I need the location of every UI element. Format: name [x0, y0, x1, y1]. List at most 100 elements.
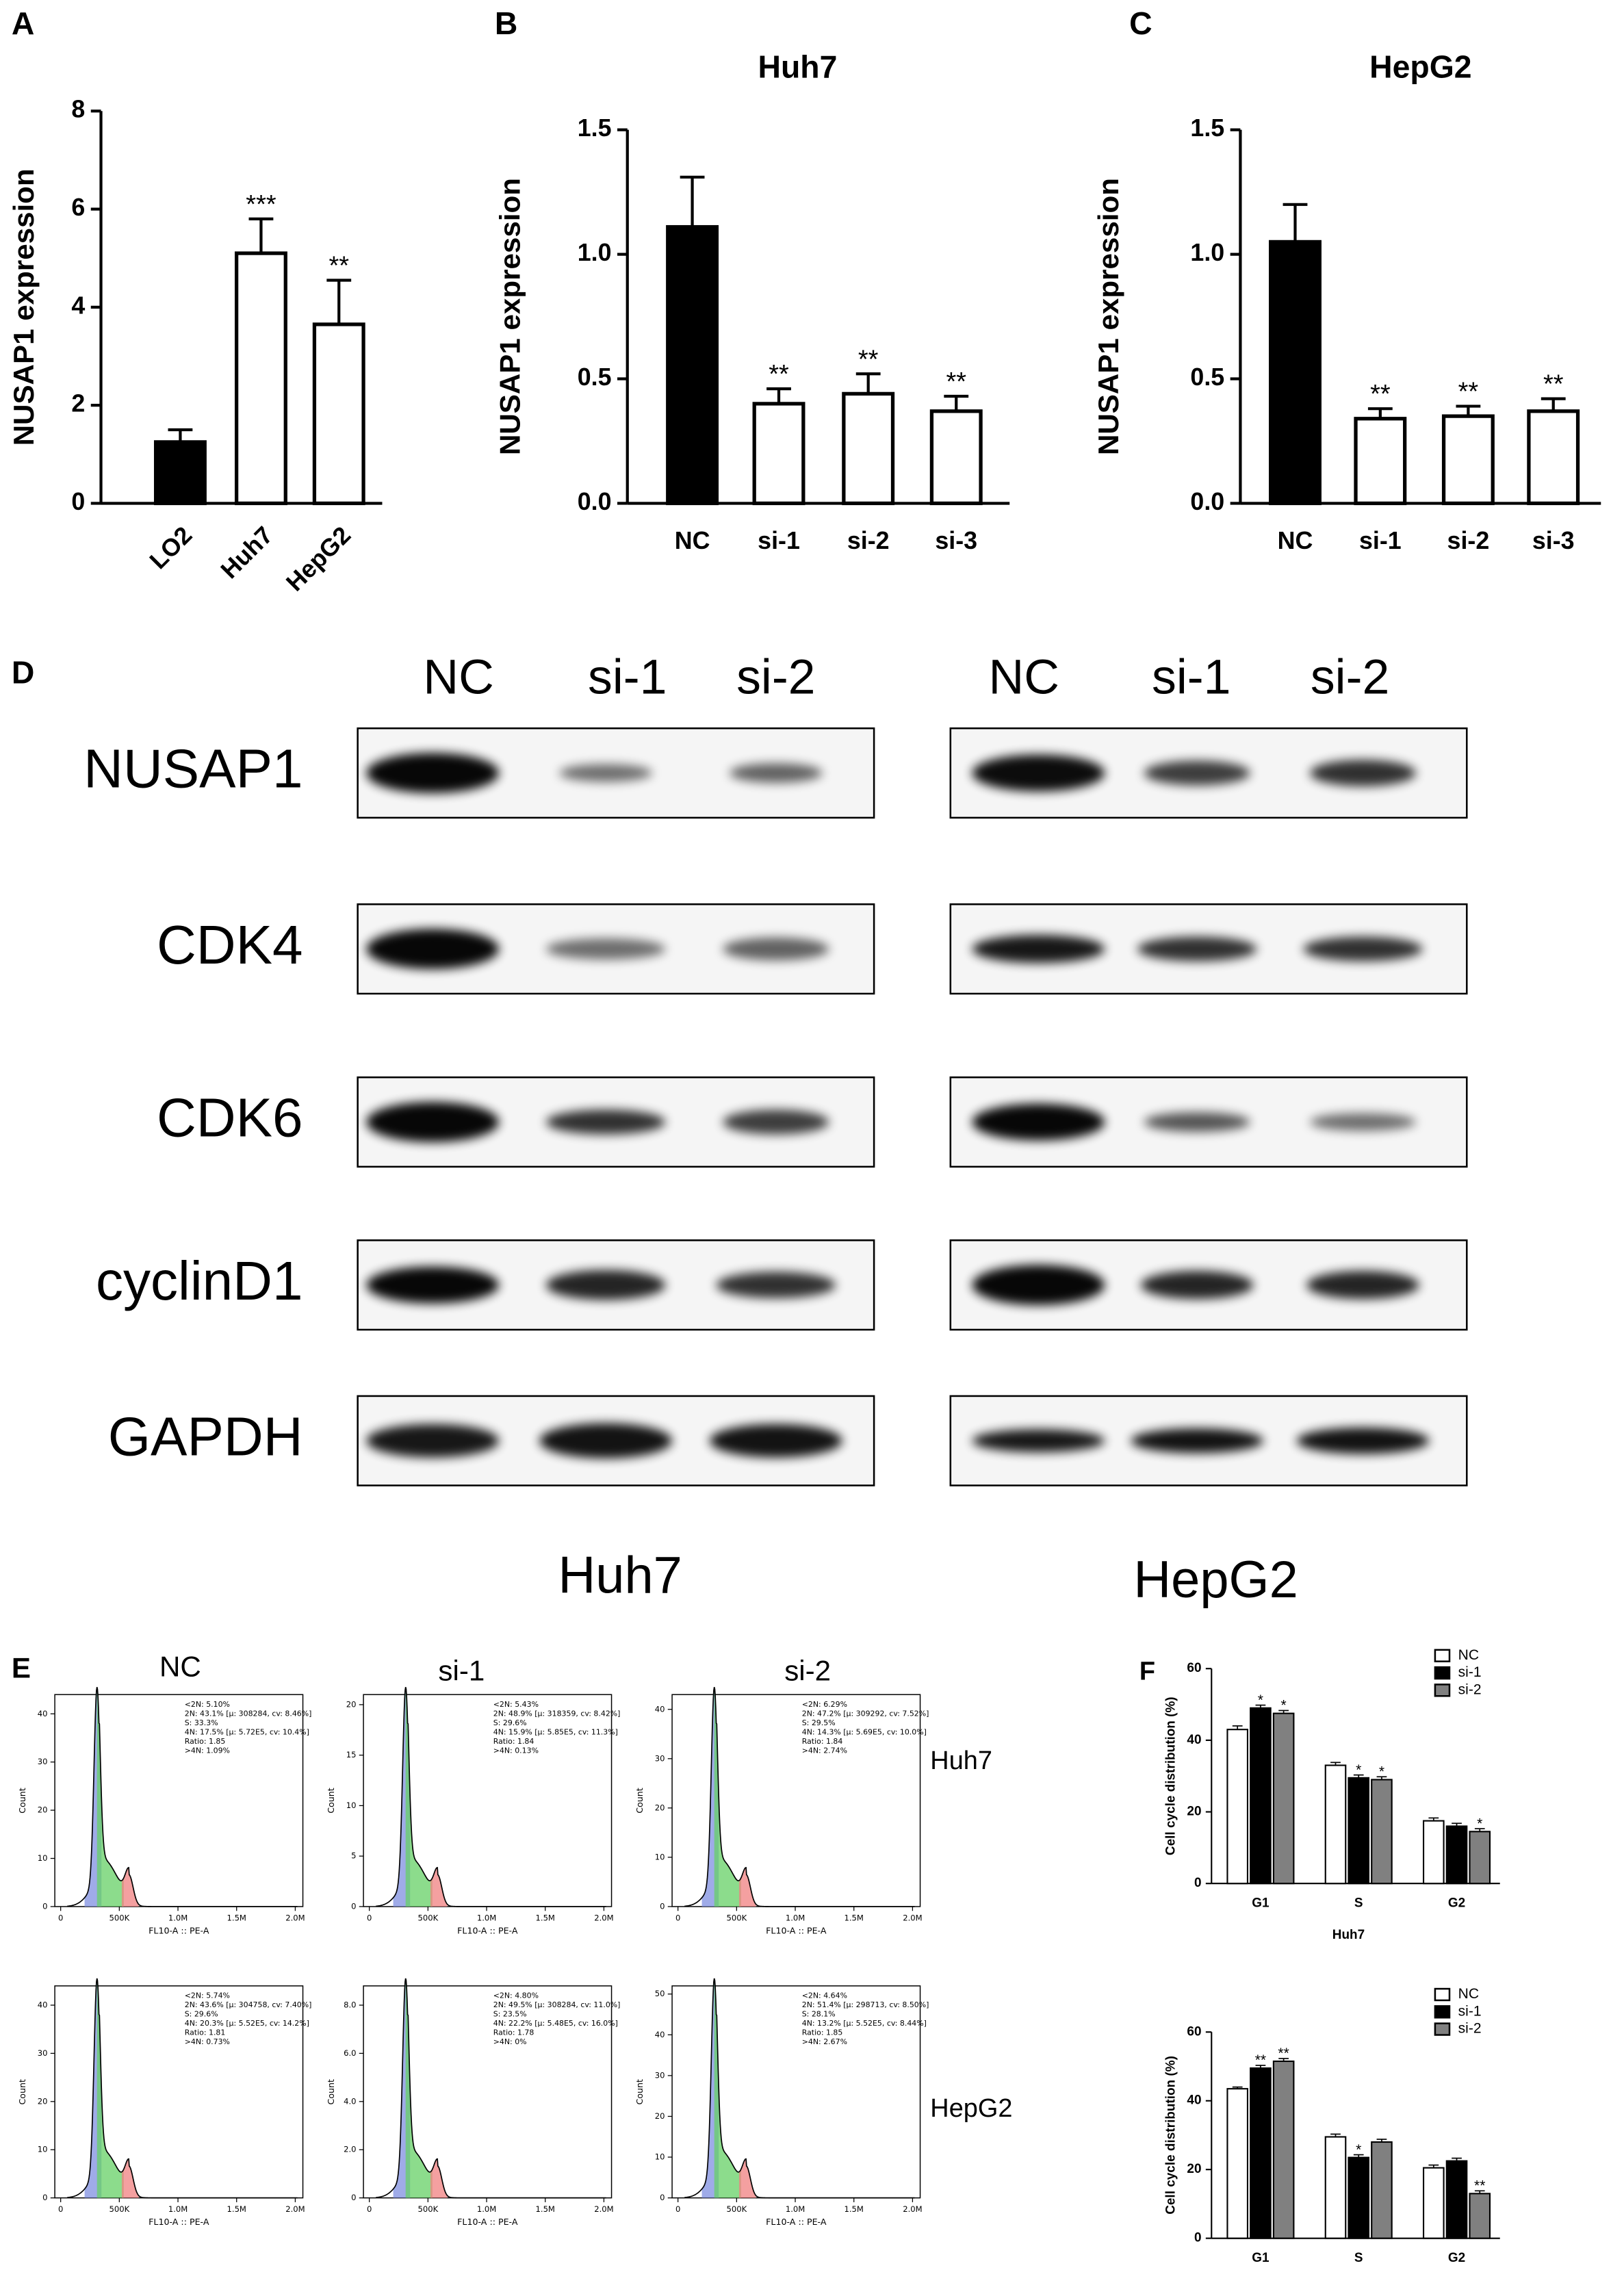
x-tick-label: 500K — [726, 2204, 747, 2214]
x-tick-label: 1.0M — [786, 1913, 805, 1922]
y-tick-label: 6.0 — [344, 2048, 356, 2058]
protein-label: CDK4 — [157, 914, 303, 975]
y-axis-label: NUSAP1 expression — [493, 178, 526, 455]
blot-band — [1131, 1428, 1264, 1454]
x-tick-label: S — [1354, 1896, 1363, 1911]
bar — [1445, 1825, 1468, 1885]
blot-band — [1140, 1271, 1254, 1300]
protein-label: GAPDH — [108, 1406, 303, 1467]
bar — [666, 224, 719, 506]
x-tick-label: G1 — [1252, 1896, 1269, 1911]
y-axis-label: Count — [634, 1788, 645, 1814]
bar — [1250, 1707, 1272, 1885]
gate-stats: 4N: 22.2% [μ: 5.48E5, cv: 16.0%] — [493, 2019, 618, 2028]
gate-stats: 2N: 51.4% [μ: 298713, cv: 8.50%] — [802, 2000, 929, 2009]
y-tick-label: 30 — [655, 2070, 665, 2080]
x-tick-label: 2.0M — [903, 2204, 922, 2214]
legend-label: si-2 — [1458, 1681, 1482, 1697]
x-tick-label: si-3 — [935, 527, 977, 554]
bar — [1226, 2088, 1249, 2239]
cell-line-label: Huh7 — [558, 1547, 682, 1605]
bar — [153, 440, 207, 506]
histogram-region — [738, 2158, 756, 2198]
significance: ** — [1370, 380, 1391, 409]
gate-stats: >4N: 0% — [493, 2037, 527, 2046]
y-tick-label: 40 — [1187, 1733, 1201, 1747]
y-tick-label: 40 — [38, 2000, 48, 2010]
x-tick-label: 0 — [675, 2204, 680, 2214]
cell-line-label: Huh7 — [930, 1746, 992, 1775]
legend-label: si-1 — [1458, 1664, 1482, 1680]
y-tick-label: 20 — [655, 1803, 665, 1812]
x-tick-label: si-1 — [1359, 527, 1402, 554]
gate-stats: >4N: 2.67% — [802, 2037, 847, 2046]
gate-stats: 4N: 20.3% [μ: 5.52E5, cv: 14.2%] — [185, 2019, 309, 2028]
gate-stats: <2N: 4.80% — [493, 1991, 539, 2000]
blot-band — [709, 1423, 842, 1458]
blot-band — [723, 937, 829, 961]
y-tick-label: 10 — [38, 1853, 48, 1863]
blot-band — [972, 934, 1105, 964]
x-tick-label: 0 — [675, 1913, 680, 1922]
bar — [1324, 2136, 1347, 2239]
y-axis-label: Count — [326, 2079, 336, 2105]
protein-label: cyclinD1 — [96, 1250, 303, 1311]
x-tick-label: 0 — [367, 1913, 372, 1922]
y-tick-label: 5 — [351, 1851, 356, 1861]
histogram-trace — [376, 1687, 606, 1907]
gate-stats: Ratio: 1.81 — [185, 2028, 226, 2037]
gate-stats: 4N: 17.5% [μ: 5.72E5, cv: 10.4%] — [185, 1727, 309, 1736]
sample-label: NC — [159, 1650, 201, 1682]
x-tick-label: 1.5M — [536, 1913, 555, 1922]
x-tick-label: 1.5M — [227, 2204, 246, 2214]
protein-label: NUSAP1 — [83, 738, 302, 799]
gate-stats: 4N: 13.2% [μ: 5.52E5, cv: 8.44%] — [802, 2019, 927, 2028]
x-tick-label: 1.0M — [477, 2204, 496, 2214]
y-axis-label: Count — [17, 1788, 27, 1814]
x-tick-label: si-1 — [758, 527, 800, 554]
y-tick-label: 0 — [71, 488, 85, 515]
blot-band — [545, 1269, 666, 1300]
histogram-region — [430, 1868, 448, 1907]
histogram-region — [405, 1687, 433, 1907]
y-tick-label: 20 — [1187, 2162, 1201, 2176]
blot-band — [559, 764, 652, 782]
bar — [1423, 2167, 1445, 2239]
y-axis-label: Count — [326, 1788, 336, 1814]
y-tick-label: 0.5 — [1190, 363, 1224, 391]
y-tick-label: 0 — [351, 2193, 356, 2202]
legend-swatch — [1434, 1987, 1451, 2002]
legend-label: si-2 — [1458, 2021, 1482, 2037]
significance: ** — [1458, 378, 1479, 407]
x-tick-label: 1.5M — [227, 1913, 246, 1922]
blot-band — [972, 1103, 1105, 1141]
bar — [1348, 2156, 1370, 2239]
y-axis-label: NUSAP1 expression — [8, 168, 40, 446]
y-tick-label: 30 — [655, 1753, 665, 1763]
bar — [752, 402, 805, 506]
y-tick-label: 40 — [655, 1704, 665, 1714]
y-tick-label: 0 — [1194, 2231, 1202, 2245]
y-tick-label: 2 — [71, 390, 85, 417]
significance: * — [1258, 1692, 1263, 1708]
x-tick-label: G2 — [1448, 2251, 1465, 2265]
x-tick-label: S — [1354, 2251, 1363, 2265]
y-tick-label: 15 — [346, 1750, 357, 1759]
histogram-region — [96, 1978, 124, 2198]
x-tick-label: 2.0M — [285, 2204, 305, 2214]
bar — [1269, 240, 1322, 506]
bar — [1354, 417, 1407, 506]
blot-band — [1144, 1112, 1250, 1132]
gate-stats: Ratio: 1.85 — [802, 2028, 843, 2037]
y-tick-label: 8 — [71, 96, 85, 123]
histogram-trace — [684, 1978, 915, 2199]
gate-stats: <2N: 5.43% — [493, 1700, 539, 1709]
significance: ** — [858, 345, 879, 374]
gate-stats: >4N: 2.74% — [802, 1746, 847, 1755]
x-tick-label: 500K — [109, 2204, 129, 2214]
histogram-region — [714, 1687, 741, 1907]
histogram-region — [714, 1978, 741, 2198]
histogram-region — [738, 1868, 756, 1907]
x-tick-label: si-2 — [1447, 527, 1490, 554]
